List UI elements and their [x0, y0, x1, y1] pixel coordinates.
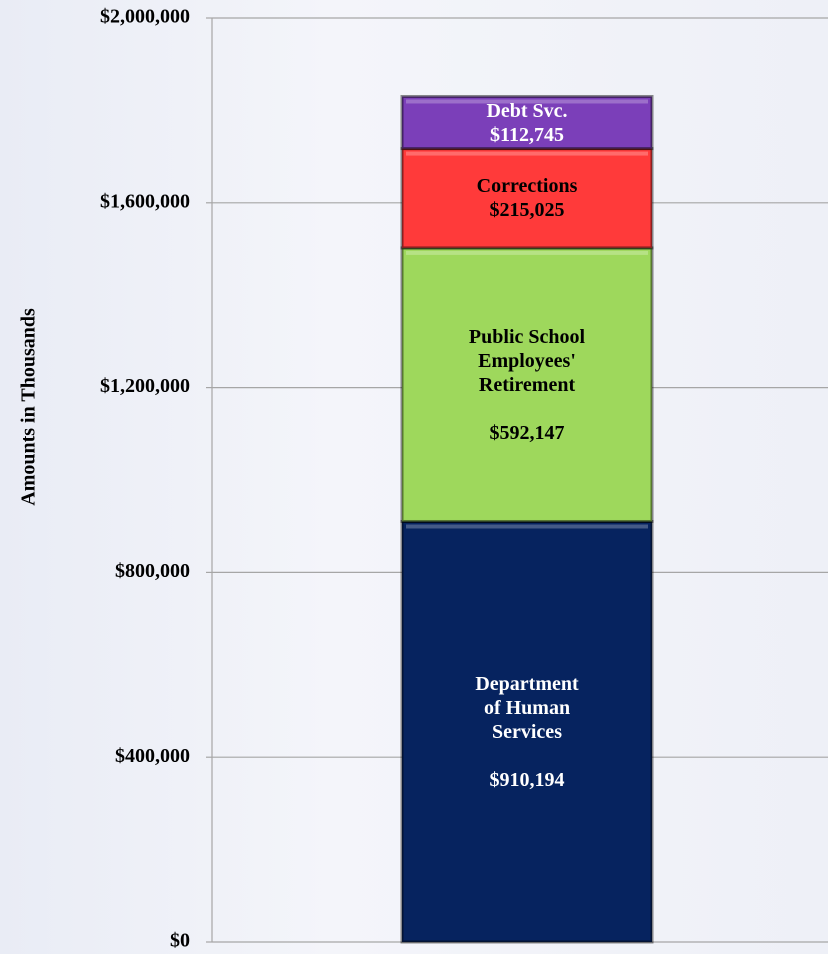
y-axis-title: Amounts in Thousands	[18, 308, 40, 506]
segment-label-box: Corrections $215,025	[402, 149, 652, 248]
y-tick-label: $2,000,000	[100, 6, 190, 28]
segment-label-box: Department of Human Services $910,194	[402, 521, 652, 942]
y-tick-label: $1,600,000	[100, 190, 190, 212]
bar-highlight	[406, 524, 648, 529]
segment-value: $112,745	[490, 123, 564, 146]
bar-highlight	[406, 250, 648, 255]
segment-label: Public School Employees' Retirement $592,…	[402, 248, 652, 522]
segment-value: $592,147	[489, 421, 565, 444]
bar-segment	[400, 519, 654, 944]
y-tick-label: $400,000	[115, 745, 190, 767]
segment-label-box: Debt Svc. $112,745	[402, 96, 652, 148]
segment-label: Debt Svc.$112,745	[402, 96, 652, 148]
y-tick-label: $800,000	[115, 560, 190, 582]
bar-segment	[400, 246, 654, 523]
segment-name: Department of Human Services	[475, 672, 579, 743]
segment-value: $910,194	[489, 768, 565, 791]
segment-name: Public School Employees' Retirement	[468, 325, 586, 396]
segment-name: Debt Svc.	[486, 99, 568, 122]
segment-label-box: Public School Employees' Retirement $592,…	[402, 248, 652, 522]
y-tick-label: $1,200,000	[100, 375, 190, 397]
segment-name: Corrections	[476, 175, 578, 198]
y-tick-label: $0	[170, 930, 190, 952]
bar-segment	[400, 94, 654, 151]
segment-label: Department of Human Services $910,194	[402, 521, 652, 942]
bar-highlight	[406, 99, 648, 104]
segment-value: $215,025	[489, 199, 565, 222]
segment-label: Corrections$215,025	[402, 149, 652, 248]
bar-highlight	[406, 151, 648, 156]
